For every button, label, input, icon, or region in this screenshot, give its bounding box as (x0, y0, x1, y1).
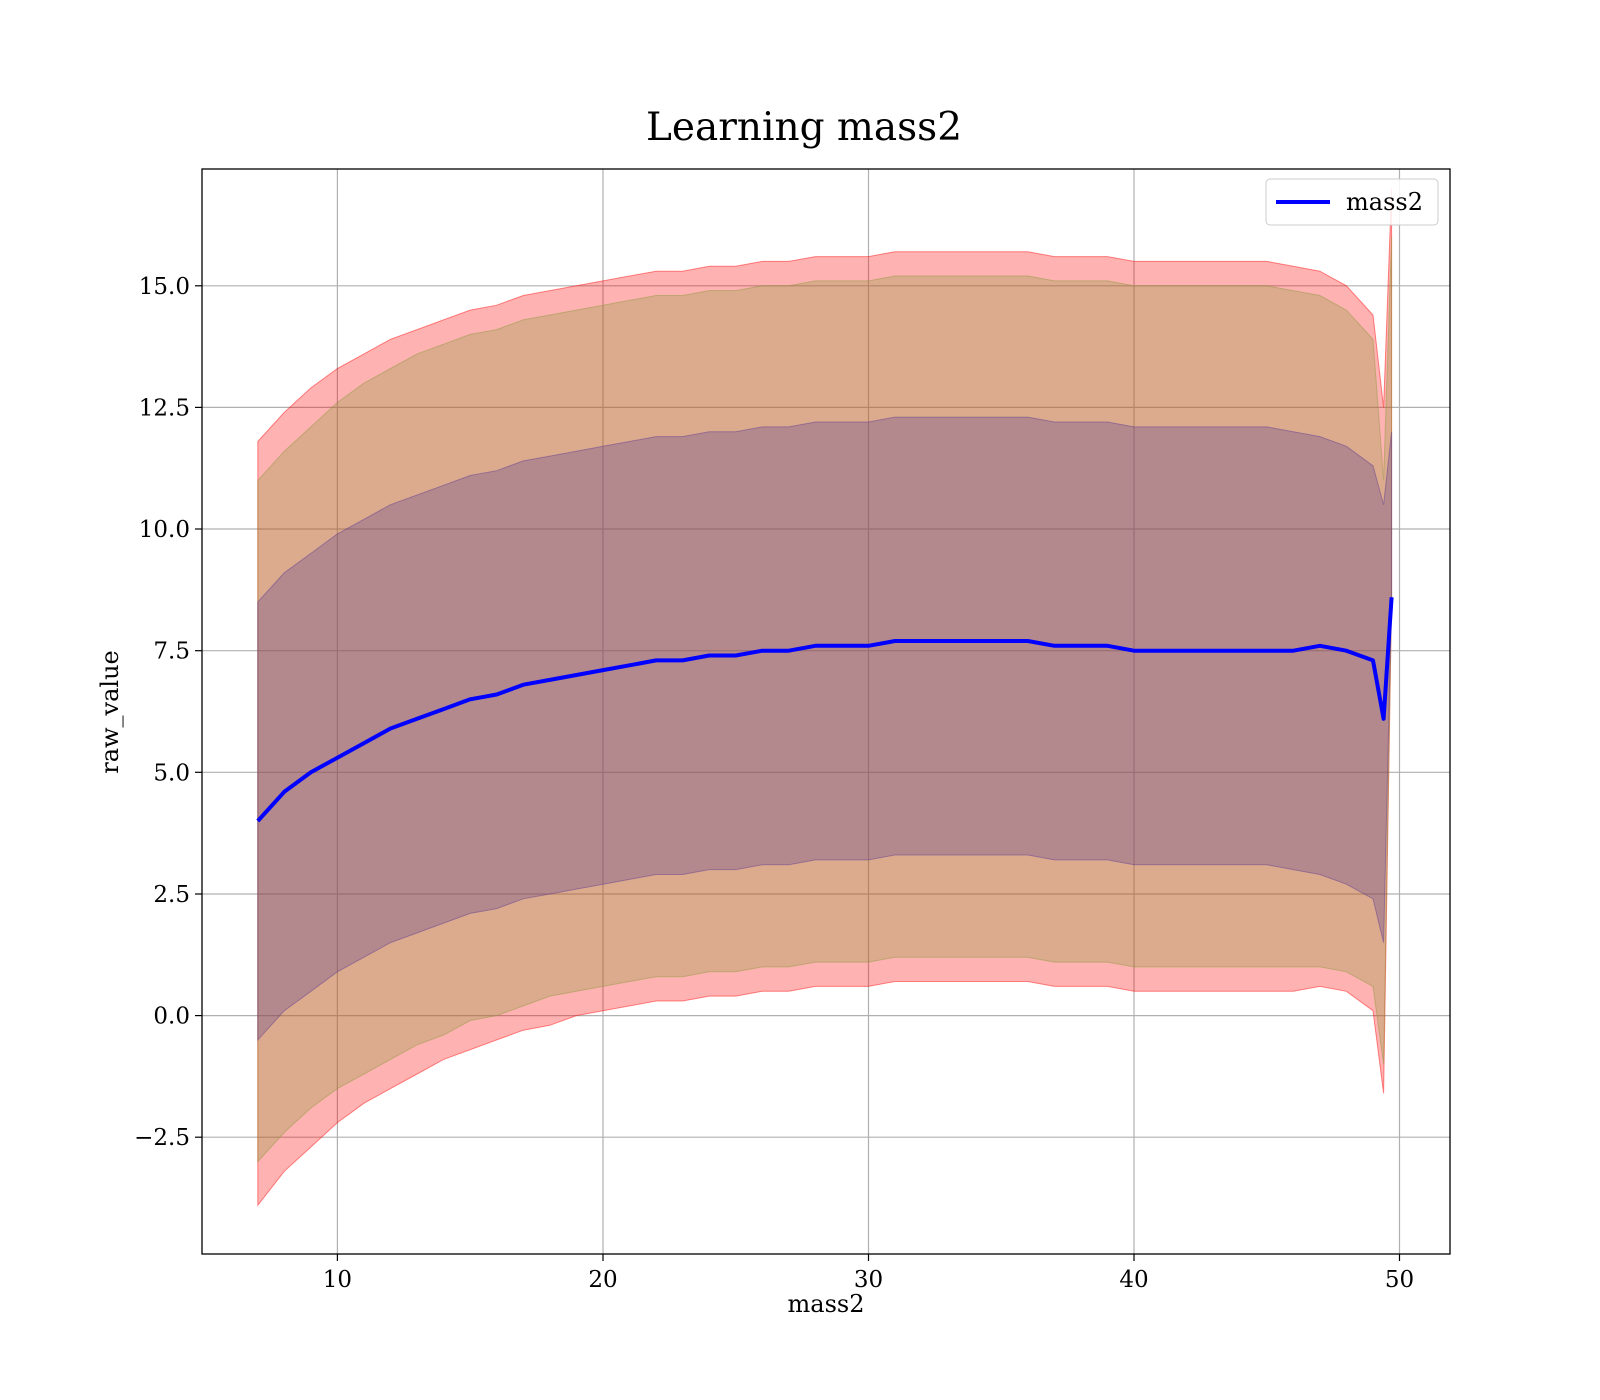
y-tick-label: 10.0 (139, 517, 190, 543)
y-tick-label: −2.5 (134, 1125, 190, 1151)
x-tick-label: 50 (1385, 1267, 1414, 1293)
plot-frame (201, 168, 1451, 1255)
y-tick-label: 7.5 (153, 639, 190, 665)
x-axis-label: mass2 (788, 1290, 865, 1318)
line-layer (256, 597, 1394, 823)
y-tick-label: 5.0 (153, 760, 190, 786)
series-line-mass2 (256, 597, 1394, 823)
x-tick-label: 40 (1119, 1267, 1148, 1293)
y-tick-label: 0.0 (153, 1004, 190, 1030)
x-tick-label: 10 (323, 1267, 352, 1293)
tick-layer: 10 20 30 40 50 −2.5 0.0 2.5 5.0 7.5 10.0 12.5 15.0 (134, 274, 1414, 1293)
y-tick-label: 2.5 (153, 882, 190, 908)
x-tick-label: 30 (854, 1267, 883, 1293)
legend-label-mass2: mass2 (1346, 188, 1423, 216)
y-tick-label: 12.5 (139, 395, 190, 421)
y-axis-label: raw_value (96, 650, 124, 774)
legend-box (1265, 178, 1439, 226)
y-tick-label: 15.0 (139, 274, 190, 300)
chart-title: Learning mass2 (646, 105, 962, 150)
legend: mass2 (1265, 178, 1439, 226)
band-layer (257, 188, 1393, 1207)
x-tick-label: 20 (588, 1267, 617, 1293)
